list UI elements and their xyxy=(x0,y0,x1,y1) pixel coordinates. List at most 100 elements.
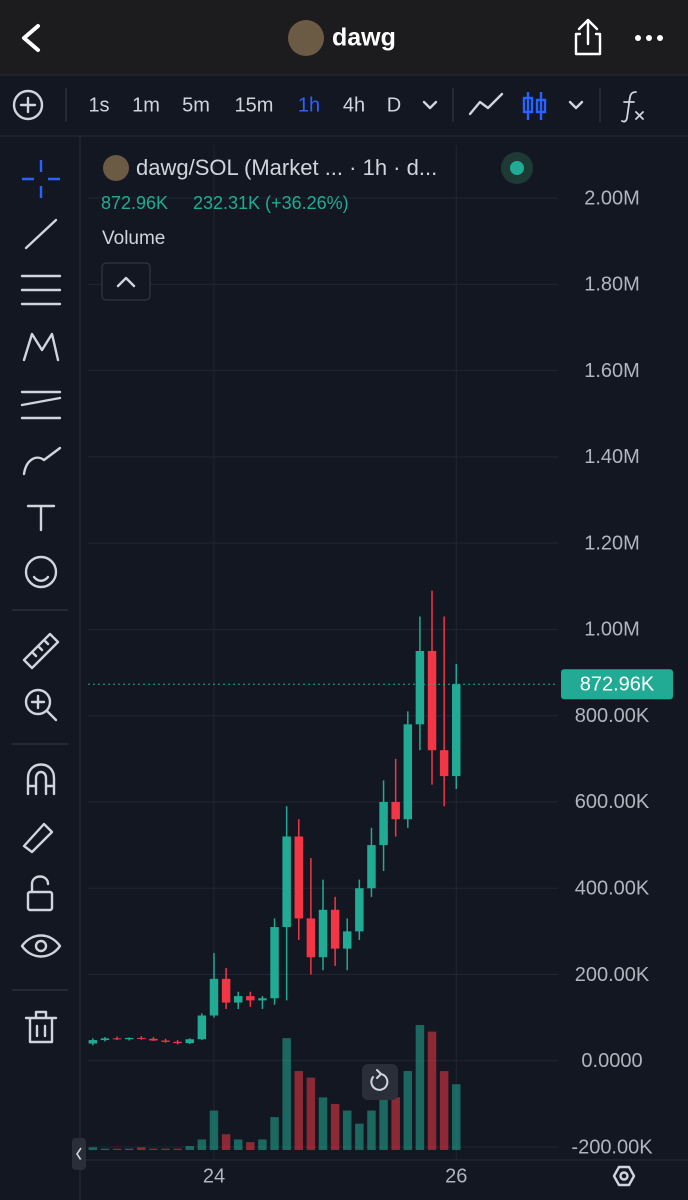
candle-body xyxy=(233,996,243,1003)
ruler-tool[interactable] xyxy=(22,632,60,670)
last-price-label: 872.96K xyxy=(580,674,655,696)
candle-body xyxy=(88,1040,98,1044)
drawing-toolbar xyxy=(12,160,68,1044)
indicators-button[interactable] xyxy=(621,91,644,123)
volume-label: Volume xyxy=(102,228,165,249)
volume-bar xyxy=(100,1148,110,1150)
candle-body xyxy=(282,836,291,928)
x-tick-label: 24 xyxy=(203,1165,225,1187)
more-button[interactable] xyxy=(635,35,663,41)
candle-body xyxy=(149,1038,158,1041)
candle-body xyxy=(209,978,219,1016)
candle-body xyxy=(367,845,376,889)
legend-change: 232.31K (+36.26%) xyxy=(193,193,349,213)
candle-body xyxy=(221,978,231,1003)
volume-bar xyxy=(342,1110,352,1150)
legend-title[interactable]: dawg/SOL (Market ... · 1h · d... xyxy=(136,155,437,180)
volume-bar xyxy=(149,1148,158,1150)
icon-tool[interactable] xyxy=(24,555,58,589)
interval-option[interactable]: 5m xyxy=(182,94,210,116)
lock-drawings-tool[interactable] xyxy=(22,822,54,854)
candle-body xyxy=(246,996,255,1001)
legend-avatar xyxy=(103,155,129,181)
y-tick-label: 1.40M xyxy=(584,446,640,468)
reset-arrow xyxy=(370,1069,389,1091)
candle-body xyxy=(100,1038,110,1041)
interval-option[interactable]: 1m xyxy=(132,94,160,116)
line-chart-button[interactable] xyxy=(468,92,504,116)
volume-pane xyxy=(88,1025,461,1150)
interval-option[interactable]: D xyxy=(387,94,401,116)
collapse-toolbar-button[interactable] xyxy=(72,1138,86,1170)
volume-bar xyxy=(355,1123,364,1150)
candle-body xyxy=(161,1040,170,1042)
y-tick-label: 1.00M xyxy=(584,619,640,641)
add-indicator-button[interactable] xyxy=(12,89,44,121)
candle-body xyxy=(330,909,340,949)
candle-body xyxy=(427,650,437,751)
candle-body xyxy=(403,724,413,820)
unlock-tool[interactable] xyxy=(26,875,54,912)
candle-body xyxy=(452,684,461,777)
trend-line-tool[interactable] xyxy=(24,218,58,250)
volume-bar xyxy=(185,1146,194,1150)
volume-bar xyxy=(452,1084,461,1150)
y-tick-label: 1.60M xyxy=(584,360,640,382)
legend-close: 872.96K xyxy=(101,193,168,213)
pattern-tool[interactable] xyxy=(22,332,60,362)
volume-bar xyxy=(415,1025,425,1150)
volume-bar xyxy=(112,1148,122,1150)
candle-body xyxy=(318,909,328,958)
interval-option[interactable]: 4h xyxy=(343,94,365,116)
hide-tool[interactable] xyxy=(20,934,62,958)
last-price-tag xyxy=(561,669,673,700)
projection-tool[interactable] xyxy=(20,390,62,420)
candle-body xyxy=(137,1037,146,1039)
header xyxy=(0,0,688,75)
collapse-arrow xyxy=(76,1147,82,1161)
magnet-tool[interactable] xyxy=(26,763,56,796)
interval-option[interactable]: 1h xyxy=(298,94,320,116)
candle-body xyxy=(197,1015,207,1040)
chart-type-dropdown[interactable] xyxy=(568,100,584,110)
zoom-tool[interactable] xyxy=(24,688,58,722)
volume-bar xyxy=(439,1071,449,1150)
axes: 2.00M 1.80M 1.60M 1.40M 1.20M 1.00M 800.00K 600… xyxy=(88,187,673,1187)
volume-bar xyxy=(221,1134,231,1150)
candle-chart-button[interactable] xyxy=(522,92,547,120)
volume-bar xyxy=(258,1139,267,1150)
volume-bar xyxy=(88,1147,98,1150)
interval-bar: 1s 1m 5m 15m 1h 4h D xyxy=(88,94,401,116)
share-button[interactable] xyxy=(574,18,602,56)
candle-body xyxy=(112,1038,122,1040)
volume-bar xyxy=(270,1117,279,1150)
fib-tool[interactable] xyxy=(20,274,62,306)
back-button[interactable] xyxy=(22,24,40,52)
y-tick-label: 0.0000 xyxy=(581,1050,642,1072)
candle-body xyxy=(379,801,388,846)
text-tool[interactable] xyxy=(26,504,56,532)
interval-option[interactable]: 1s xyxy=(88,94,109,116)
collapse-legend-button[interactable] xyxy=(101,262,151,301)
reset-chart-button[interactable] xyxy=(362,1064,398,1100)
candle-body xyxy=(391,801,400,820)
token-avatar xyxy=(288,20,324,56)
crosshair-tool[interactable] xyxy=(22,160,60,198)
delete-tool[interactable] xyxy=(24,1010,58,1044)
interval-dropdown[interactable] xyxy=(422,100,438,110)
y-tick-label: 200.00K xyxy=(575,964,650,986)
x-tick-label: 26 xyxy=(445,1165,467,1187)
volume-bar xyxy=(137,1147,146,1150)
y-tick-label: 1.80M xyxy=(584,274,640,296)
volume-bar xyxy=(379,1090,388,1150)
interval-option[interactable]: 15m xyxy=(235,94,274,116)
volume-bar xyxy=(391,1097,400,1150)
volume-bar xyxy=(403,1071,413,1150)
brush-tool[interactable] xyxy=(22,446,62,476)
volume-bar xyxy=(330,1103,340,1150)
settings-button[interactable] xyxy=(612,1165,636,1187)
y-tick-label: 800.00K xyxy=(575,705,650,727)
